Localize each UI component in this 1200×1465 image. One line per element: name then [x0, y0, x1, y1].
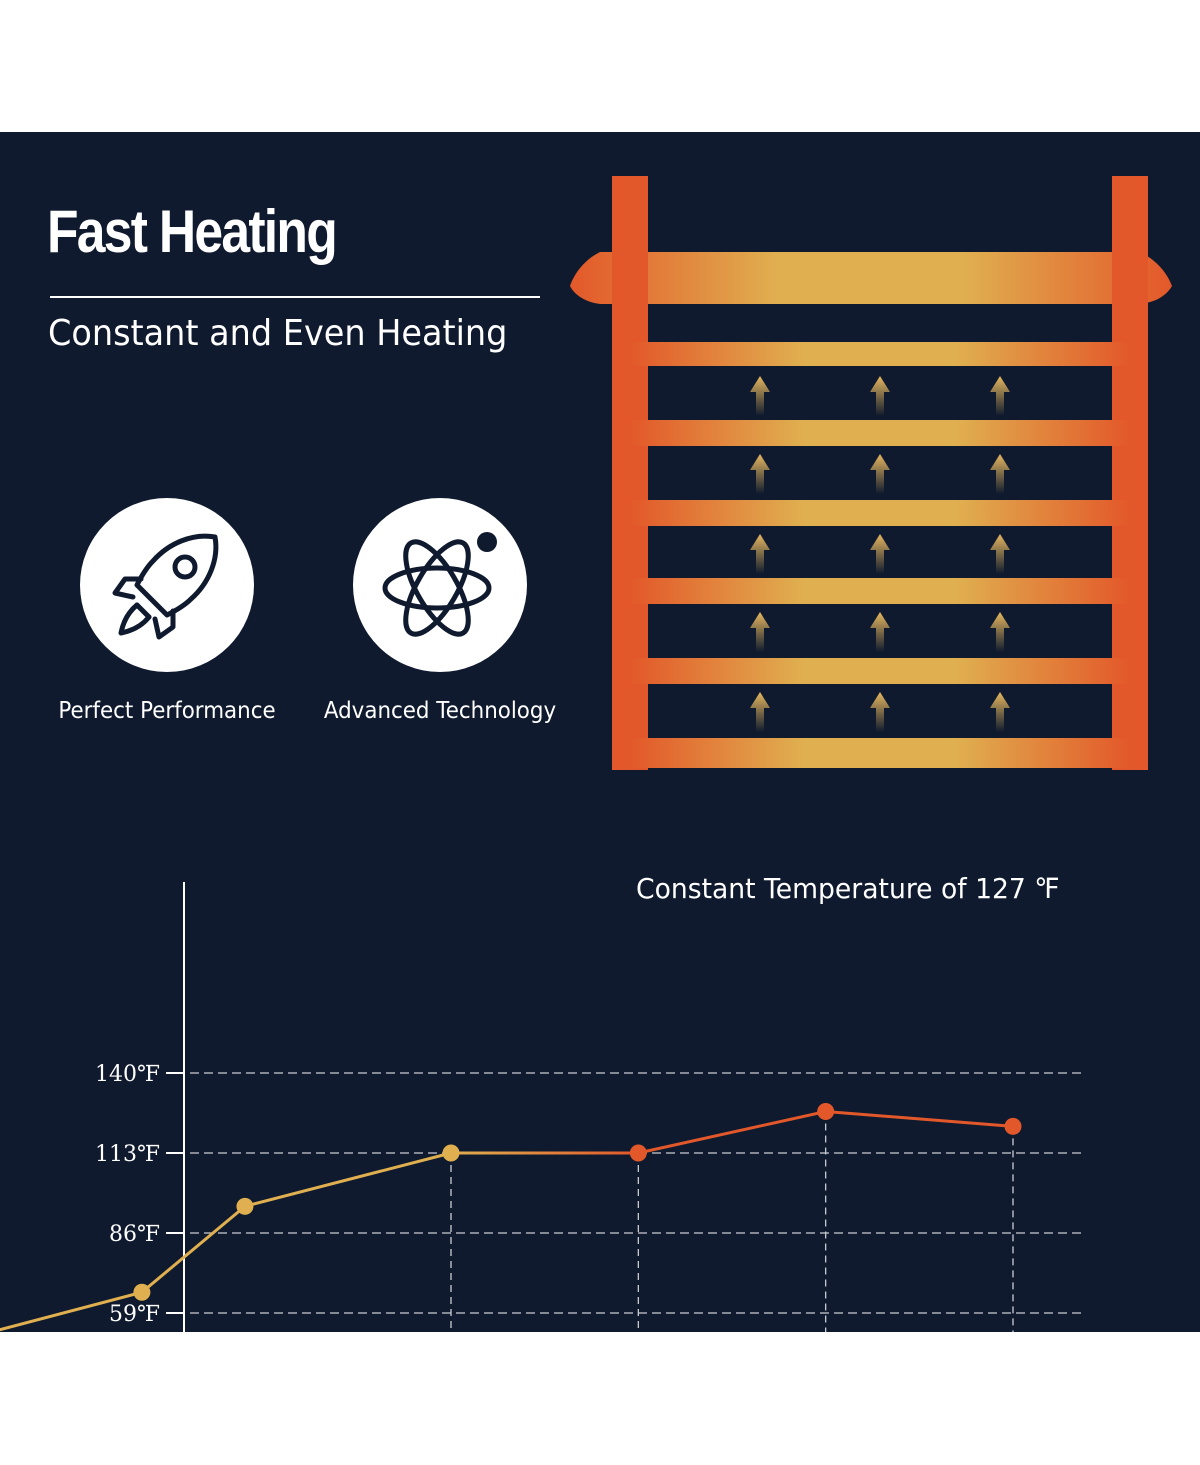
heat-arrow-icon: [750, 376, 770, 416]
heat-arrow-icon: [750, 454, 770, 494]
rack-top-bar: [570, 252, 1172, 304]
page-title: Fast Heating: [47, 198, 338, 265]
feature-circle: [80, 498, 254, 672]
rocket-icon: [112, 533, 219, 640]
y-tick-label: 59℉: [109, 1302, 160, 1327]
heat-arrow-icon: [990, 376, 1010, 416]
heat-arrow-icon: [870, 534, 890, 574]
y-tick-label: 86℉: [109, 1222, 160, 1247]
heat-arrow-icon: [870, 612, 890, 652]
feature-label: Advanced Technology: [323, 698, 557, 724]
y-tick-label: 140℉: [95, 1062, 160, 1087]
heat-arrow-icon: [750, 612, 770, 652]
heat-arrow-icon: [990, 612, 1010, 652]
series-line: [0, 1151, 452, 1332]
rack-bar: [630, 578, 1130, 604]
rack-bar: [630, 342, 1130, 366]
heat-arrow-icon: [750, 534, 770, 574]
data-point: [133, 1283, 151, 1301]
feature-technology: Advanced Technology: [315, 498, 565, 724]
y-tick-label: 113℉: [95, 1142, 160, 1167]
heated-towel-rack-illustration: [570, 176, 1172, 770]
feature-label: Perfect Performance: [58, 698, 276, 724]
data-point: [629, 1144, 647, 1162]
feature-circle: [353, 498, 527, 672]
data-point: [1004, 1117, 1022, 1135]
heat-arrow-icon: [870, 376, 890, 416]
heat-arrows: [750, 376, 1010, 732]
feature-performance: Perfect Performance: [42, 498, 292, 724]
rack-bar: [630, 738, 1130, 768]
rack-bar: [630, 420, 1130, 446]
page-subtitle: Constant and Even Heating: [48, 313, 508, 354]
rack-bar: [630, 500, 1130, 526]
title-divider: [50, 296, 540, 298]
data-point: [817, 1103, 835, 1121]
atom-icon: [382, 532, 497, 637]
data-point: [442, 1144, 460, 1162]
rack-bar: [630, 658, 1130, 684]
chart-title: Constant Temperature of 127 ℉: [636, 872, 1060, 905]
heat-arrow-icon: [990, 534, 1010, 574]
heat-arrow-icon: [750, 692, 770, 732]
heat-arrow-icon: [990, 454, 1010, 494]
heat-arrow-icon: [870, 454, 890, 494]
heat-arrow-icon: [870, 692, 890, 732]
data-point: [236, 1197, 254, 1215]
heat-arrow-icon: [990, 692, 1010, 732]
product-panel: Fast Heating Constant and Even Heating P…: [0, 132, 1200, 1332]
